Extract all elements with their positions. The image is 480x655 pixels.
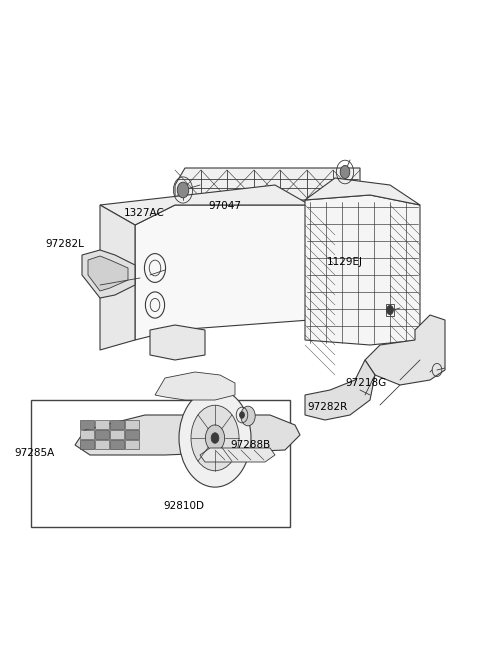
Circle shape xyxy=(191,405,239,471)
Polygon shape xyxy=(175,168,360,200)
Circle shape xyxy=(179,389,251,487)
Text: 97285A: 97285A xyxy=(14,448,55,458)
Polygon shape xyxy=(200,448,275,462)
Polygon shape xyxy=(110,420,124,429)
Polygon shape xyxy=(88,256,128,291)
Polygon shape xyxy=(155,372,235,400)
Text: 97282L: 97282L xyxy=(46,238,84,249)
Text: 97288B: 97288B xyxy=(230,440,271,451)
Polygon shape xyxy=(95,420,109,429)
Polygon shape xyxy=(95,440,109,449)
Polygon shape xyxy=(305,195,420,345)
Circle shape xyxy=(177,182,189,198)
Text: 97218G: 97218G xyxy=(346,378,387,388)
Polygon shape xyxy=(82,250,135,298)
Polygon shape xyxy=(110,440,124,449)
Polygon shape xyxy=(125,440,139,449)
Polygon shape xyxy=(110,430,124,439)
Polygon shape xyxy=(80,430,94,439)
Polygon shape xyxy=(95,430,109,439)
Polygon shape xyxy=(100,205,135,350)
Circle shape xyxy=(240,412,244,419)
Polygon shape xyxy=(305,178,420,205)
Text: 97047: 97047 xyxy=(209,201,242,212)
Bar xyxy=(31,400,290,527)
Text: 1129EJ: 1129EJ xyxy=(326,257,362,267)
Circle shape xyxy=(205,425,225,451)
Text: 92810D: 92810D xyxy=(163,500,204,511)
Polygon shape xyxy=(100,185,310,225)
Circle shape xyxy=(211,433,219,443)
Polygon shape xyxy=(135,205,310,340)
Polygon shape xyxy=(75,415,300,455)
Polygon shape xyxy=(150,325,205,360)
Polygon shape xyxy=(125,430,139,439)
Polygon shape xyxy=(365,315,445,385)
Text: 1327AC: 1327AC xyxy=(124,208,165,218)
Bar xyxy=(386,304,395,316)
Polygon shape xyxy=(80,440,94,449)
Circle shape xyxy=(340,166,350,179)
Polygon shape xyxy=(125,420,139,429)
Text: 97282R: 97282R xyxy=(307,402,348,413)
Polygon shape xyxy=(80,420,94,429)
Polygon shape xyxy=(305,360,375,420)
Circle shape xyxy=(387,305,394,314)
Circle shape xyxy=(241,406,255,426)
